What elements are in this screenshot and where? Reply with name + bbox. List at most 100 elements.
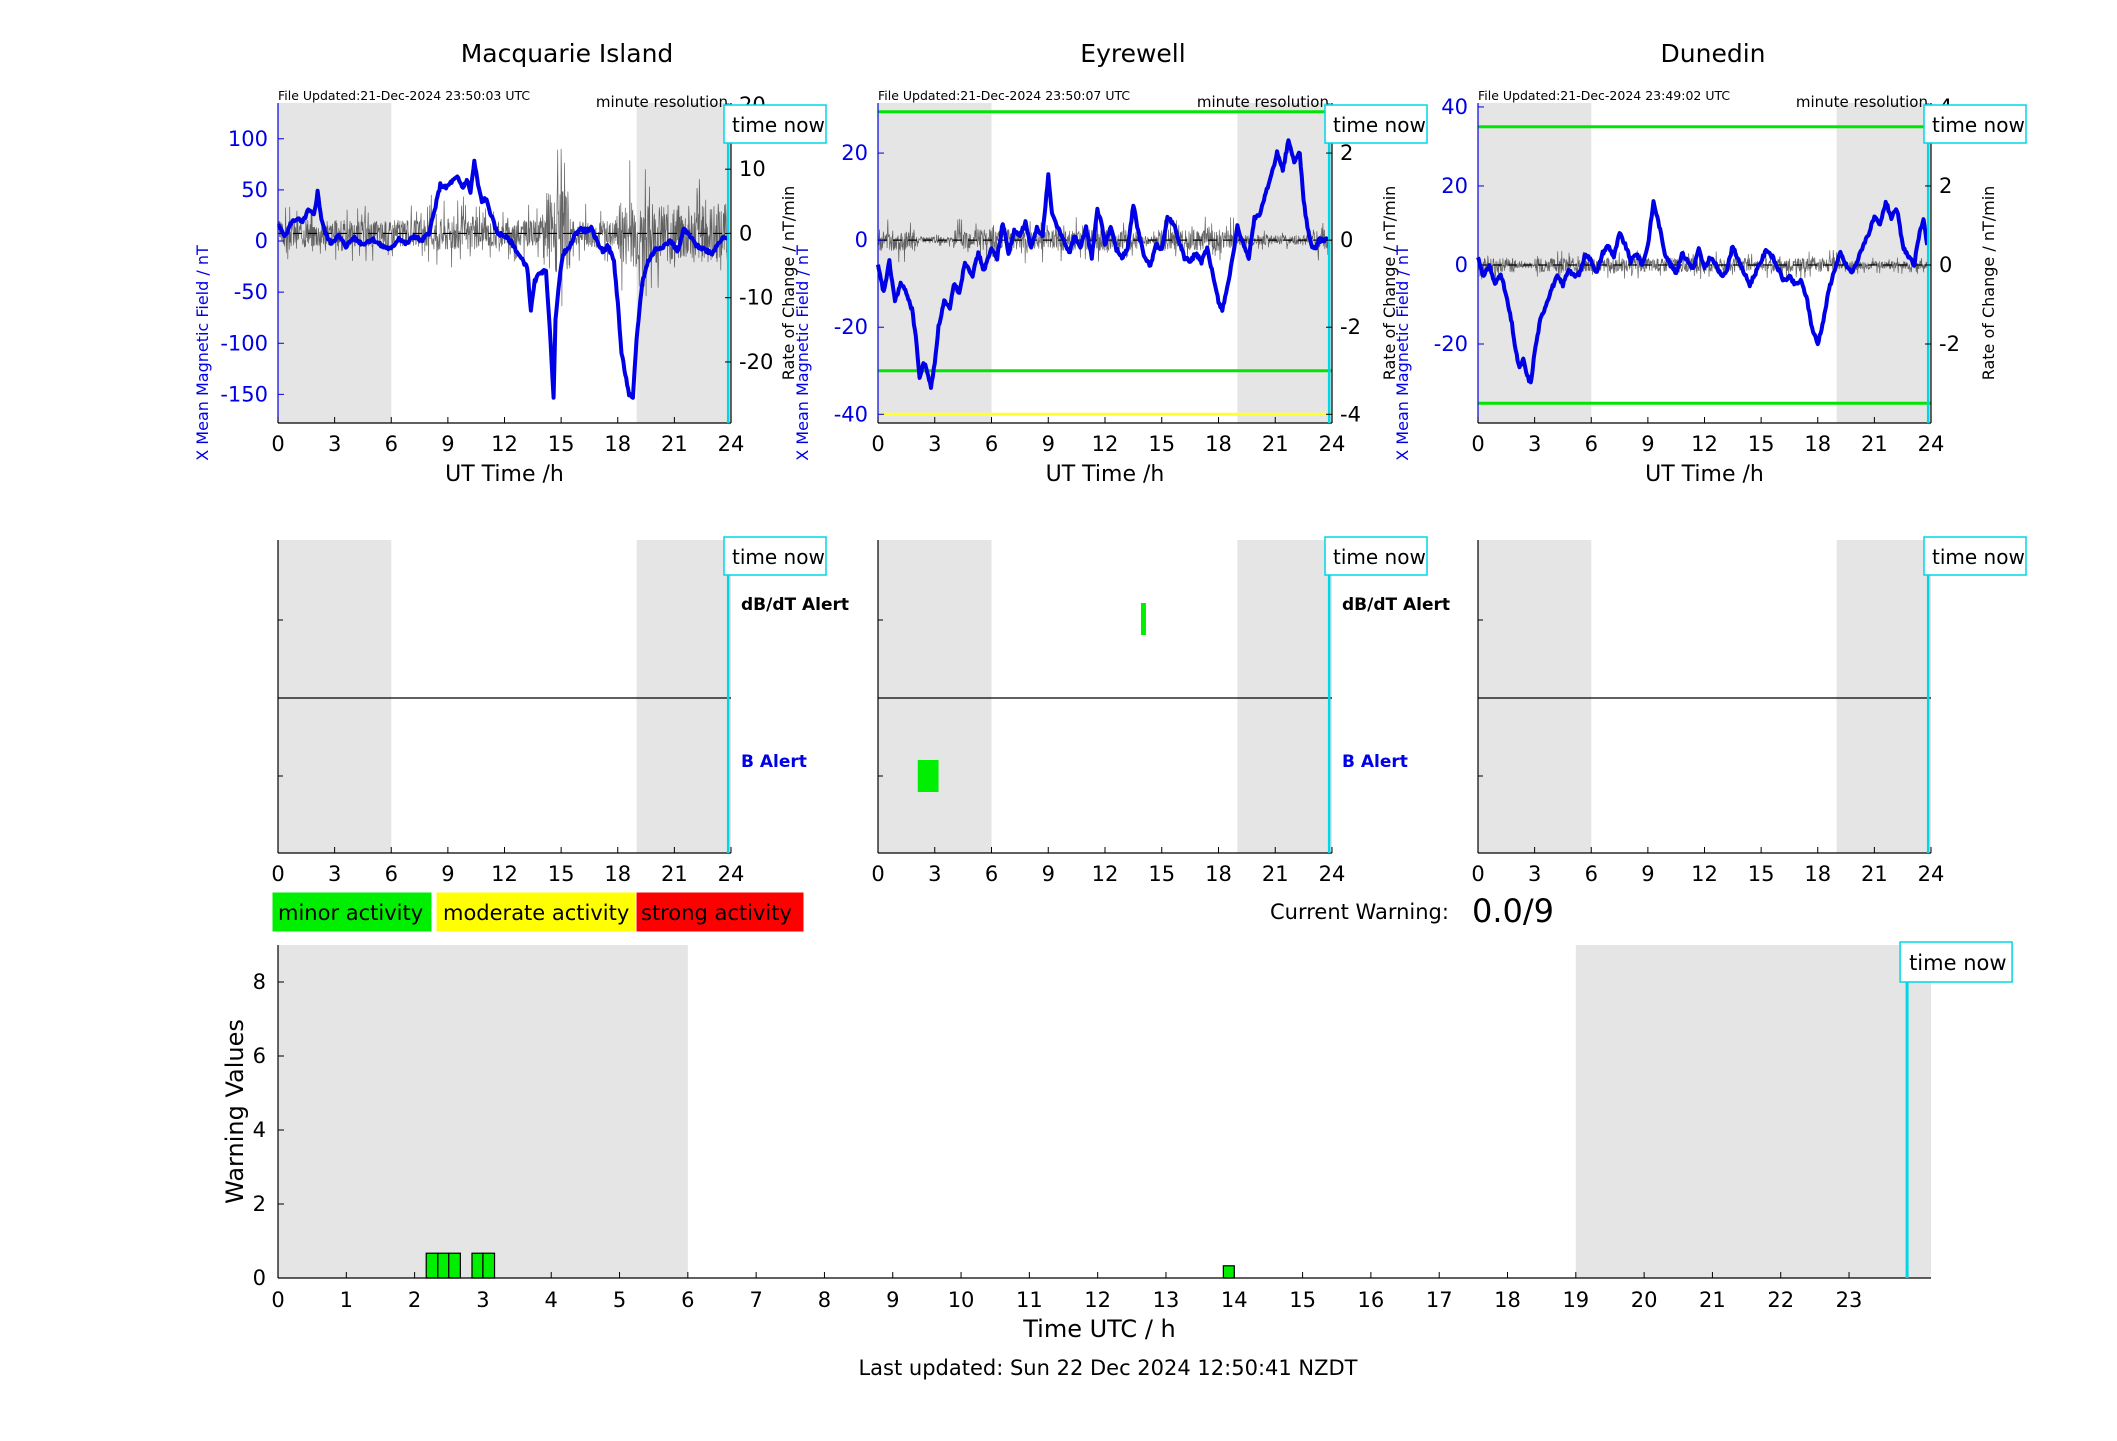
- dbdt-alert-mark: [1140, 603, 1146, 635]
- y-left-tick-label: 40: [1441, 95, 1468, 119]
- y-left-tick-label: 50: [241, 178, 268, 202]
- x-tick-label: 11: [1016, 1288, 1043, 1312]
- magnetic-field-trace: [276, 158, 729, 400]
- x-tick-label: 12: [1092, 432, 1119, 456]
- x-tick-label: 24: [1918, 862, 1945, 886]
- x-tick-label: 16: [1358, 1288, 1385, 1312]
- warning-bar: [425, 1252, 439, 1279]
- night-shade: [1478, 540, 1592, 853]
- x-tick-label: 9: [1641, 432, 1654, 456]
- y-left-axis-label: X Mean Magnetic Field / nT: [793, 245, 812, 461]
- x-tick-label: 2: [408, 1288, 421, 1312]
- x-tick-label: 1: [340, 1288, 353, 1312]
- station-title: Eyrewell: [1080, 39, 1185, 68]
- x-tick-label: 3: [1528, 862, 1541, 886]
- x-tick-label: 15: [548, 432, 575, 456]
- x-axis-label: UT Time /h: [1645, 462, 1764, 487]
- x-tick-label: 21: [661, 862, 688, 886]
- x-tick-label: 3: [328, 432, 341, 456]
- x-tick-label: 10: [948, 1288, 975, 1312]
- y-tick-label: 6: [253, 1044, 266, 1068]
- x-tick-label: 3: [928, 862, 941, 886]
- x-tick-label: 0: [1471, 862, 1484, 886]
- legend-moderate-label: moderate activity: [443, 901, 629, 925]
- resolution-label: minute resolution: [1796, 93, 1928, 111]
- x-tick-label: 24: [718, 862, 745, 886]
- warning-bar: [471, 1252, 484, 1279]
- time-now-box: [1324, 104, 1428, 144]
- y-right-tick-label: 0: [1939, 253, 1952, 277]
- x-tick-label: 15: [1748, 862, 1775, 886]
- y-left-tick-label: 20: [1441, 174, 1468, 198]
- x-tick-label: 15: [548, 862, 575, 886]
- x-tick-label: 5: [613, 1288, 626, 1312]
- warning-bar: [482, 1252, 496, 1279]
- y-left-tick-label: 0: [855, 228, 868, 252]
- magnetic-field-trace: [876, 138, 1330, 390]
- x-tick-label: 13: [1153, 1288, 1180, 1312]
- x-tick-label: 9: [1042, 432, 1055, 456]
- x-tick-label: 17: [1426, 1288, 1453, 1312]
- night-shade: [1836, 540, 1931, 853]
- time-now-label: time now: [1932, 113, 2025, 137]
- y-left-tick-label: -40: [834, 402, 868, 426]
- y-left-tick-label: -100: [220, 331, 268, 355]
- y-left-tick-label: 0: [1455, 253, 1468, 277]
- y-left-tick-label: 20: [841, 141, 868, 165]
- last-updated: Last updated: Sun 22 Dec 2024 12:50:41 N…: [858, 1356, 1357, 1380]
- x-tick-label: 6: [1585, 432, 1598, 456]
- x-tick-label: 7: [749, 1288, 762, 1312]
- y-right-axis-label: Rate of Change / nT/min: [1380, 186, 1399, 381]
- x-tick-label: 23: [1836, 1288, 1863, 1312]
- station-title: Macquarie Island: [461, 39, 674, 68]
- time-now-label: time now: [1333, 545, 1426, 569]
- current-warning-label: Current Warning:: [1270, 900, 1449, 924]
- x-tick-label: 0: [871, 432, 884, 456]
- magnetic-field-trace: [1476, 199, 1930, 385]
- time-now-label: time now: [732, 113, 825, 137]
- y-left-tick-label: -50: [234, 280, 268, 304]
- x-tick-label: 0: [1471, 432, 1484, 456]
- y-right-tick-label: 0: [1340, 228, 1353, 252]
- y-right-tick-label: 0: [739, 221, 752, 245]
- alert-panel: 0 3 6 9 12 15 18 21 24 dB/dT Alert B Alert time now: [271, 536, 849, 886]
- dbdt-alert-label: dB/dT Alert: [1342, 595, 1450, 615]
- y-tick-label: 4: [253, 1118, 266, 1142]
- night-shade: [636, 103, 731, 423]
- legend-moderate-swatch: [435, 891, 637, 933]
- y-left-tick-label: -150: [220, 382, 268, 406]
- y-left-tick-label: -20: [834, 315, 868, 339]
- b-alert-label: B Alert: [1342, 752, 1408, 772]
- night-shade: [278, 540, 392, 853]
- warning-bar: [448, 1252, 461, 1279]
- y-right-axis-label: Rate of Change / nT/min: [1979, 186, 1998, 381]
- y-right-tick-label: 2: [1340, 141, 1353, 165]
- y-tick-label: 0: [253, 1266, 266, 1290]
- station-plot: 100500-50-100-15020100-10-20036912151821…: [193, 88, 827, 487]
- alert-panel: 0 3 6 9 12 15 18 21 24 time now: [1471, 536, 2027, 886]
- y-right-tick-label: -2: [1939, 332, 1960, 356]
- time-now-box: [1899, 941, 2013, 983]
- y-right-tick-label: 2: [1939, 174, 1952, 198]
- warning-bar: [437, 1252, 450, 1279]
- time-now-label: time now: [732, 545, 825, 569]
- x-tick-label: 8: [818, 1288, 831, 1312]
- night-shade: [636, 540, 731, 853]
- x-tick-label: 6: [681, 1288, 694, 1312]
- time-now-box: [723, 104, 827, 144]
- x-tick-label: 15: [1289, 1288, 1316, 1312]
- file-updated-label: File Updated:21-Dec-2024 23:49:02 UTC: [1478, 88, 1730, 103]
- y-right-tick-label: -10: [739, 286, 773, 310]
- x-tick-label: 18: [1804, 432, 1831, 456]
- station-title: Dunedin: [1661, 39, 1766, 68]
- b-alert-mark: [917, 760, 939, 792]
- night-shade: [278, 103, 392, 423]
- x-tick-label: 9: [441, 862, 454, 886]
- x-tick-label: 6: [985, 432, 998, 456]
- x-tick-label: 24: [1319, 432, 1346, 456]
- y-right-tick-label: -2: [1340, 315, 1361, 339]
- y-left-axis-label: X Mean Magnetic Field / nT: [193, 245, 212, 461]
